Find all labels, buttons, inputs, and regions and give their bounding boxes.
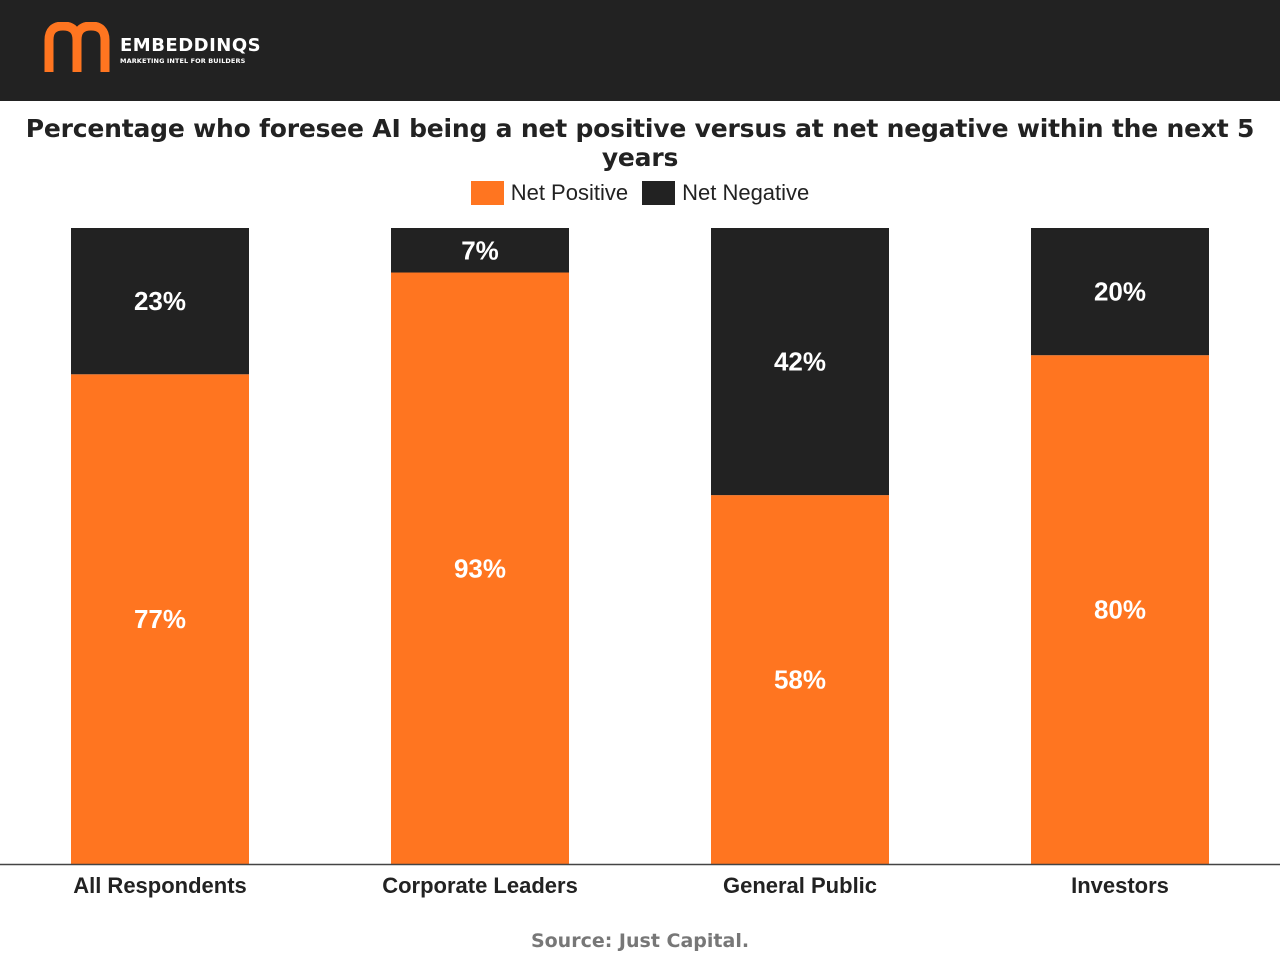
x-tick-label-general-public: General Public [723,873,877,898]
data-label-net-negative-investors: 20% [1094,277,1146,307]
logo-icon [44,22,110,72]
bar-net-negative-investors [1031,228,1209,356]
data-label-net-positive-investors: 80% [1094,595,1146,625]
legend-item-net-negative: Net Negative [642,180,809,206]
data-label-net-positive-general-public: 58% [774,665,826,695]
bar-net-positive-corporate-leaders [391,272,569,864]
legend-swatch-net-negative [642,181,676,205]
logo-name: EMBEDDINQS [120,35,262,56]
legend-label-net-positive: Net Positive [510,180,629,205]
bar-net-positive-investors [1031,355,1209,864]
chart-legend: Net Positive Net Negative [0,178,1280,208]
bar-net-negative-corporate-leaders [391,228,569,273]
bar-net-positive-general-public [711,495,889,864]
bar-net-positive-all-respondents [71,374,249,864]
legend-swatch-net-positive [470,181,504,205]
data-label-net-negative-corporate-leaders: 7% [461,235,499,265]
data-label-net-positive-all-respondents: 77% [134,604,186,634]
stacked-bar-chart: 77% 23% All Respondents 93% 7% Corporate Lead… [0,228,1280,898]
legend-label-net-negative: Net Negative [682,180,810,205]
brand-logo[interactable]: EMBEDDINQS MARKETING INTEL FOR BUILDERS [44,22,264,76]
data-label-net-positive-corporate-leaders: 93% [454,553,506,583]
logo-tagline: MARKETING INTEL FOR BUILDERS [120,57,246,65]
data-label-net-negative-general-public: 42% [774,347,826,377]
header-bar: EMBEDDINQS MARKETING INTEL FOR BUILDERS [0,0,1280,101]
bar-net-negative-all-respondents [71,228,249,375]
x-tick-label-all-respondents: All Respondents [73,873,247,898]
x-tick-label-corporate-leaders: Corporate Leaders [382,873,578,898]
source-note: Source: Just Capital. [530,930,750,952]
legend-item-net-positive: Net Positive [470,180,629,206]
x-tick-label-investors: Investors [1071,873,1169,898]
bar-net-negative-general-public [711,228,889,496]
data-label-net-negative-all-respondents: 23% [134,286,186,316]
chart-title: Percentage who foresee AI being a net po… [25,114,1255,172]
